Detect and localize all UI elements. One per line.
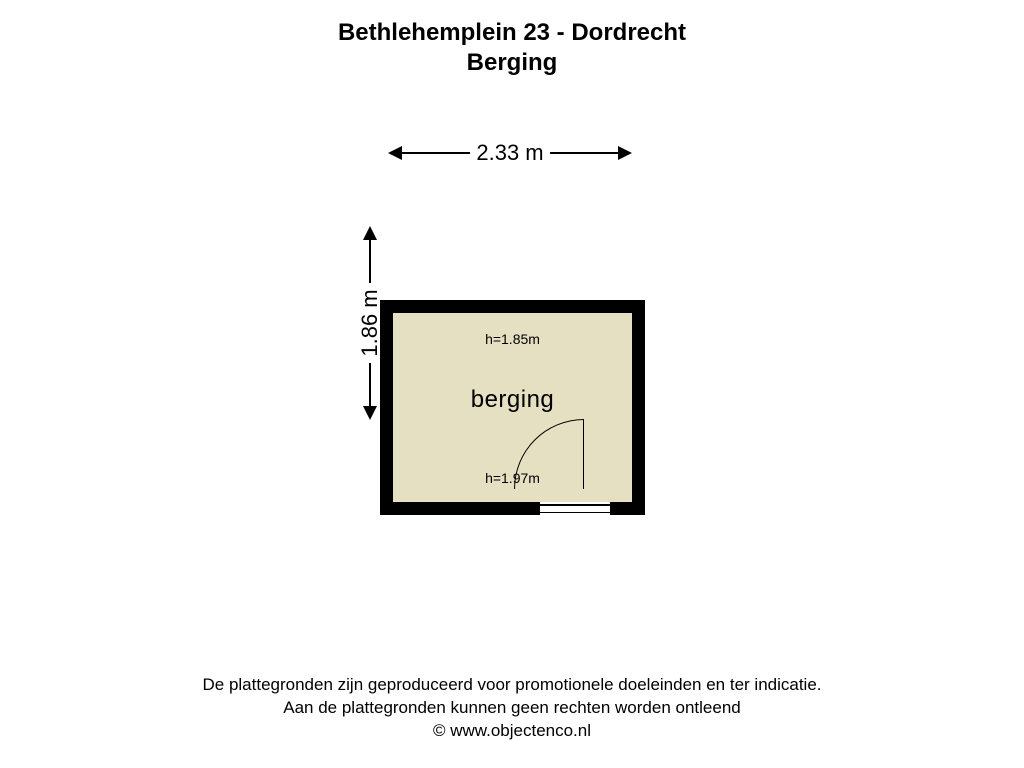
- ceiling-height-top: h=1.85m: [393, 331, 632, 347]
- dimension-width-label: 2.33 m: [476, 140, 543, 166]
- floorplan-room: h=1.85m berging h=1.97m: [380, 300, 645, 515]
- dimension-width: 2.33 m: [360, 140, 660, 166]
- room-name-label: berging: [393, 386, 632, 414]
- title-block: Bethlehemplein 23 - Dordrecht Berging: [0, 18, 1024, 78]
- title-line-2: Berging: [0, 48, 1024, 78]
- footer-disclaimer: De plattegronden zijn geproduceerd voor …: [0, 674, 1024, 743]
- title-line-1: Bethlehemplein 23 - Dordrecht: [0, 18, 1024, 48]
- door-swing-icon: [444, 349, 584, 489]
- door-opening: [540, 502, 610, 515]
- arrow-down-icon: [369, 363, 371, 418]
- footer-line-3: © www.objectenco.nl: [0, 720, 1024, 743]
- arrow-up-icon: [369, 228, 371, 283]
- footer-line-1: De plattegronden zijn geproduceerd voor …: [0, 674, 1024, 697]
- arrow-left-icon: [390, 152, 470, 154]
- ceiling-height-bottom: h=1.97m: [393, 470, 632, 486]
- footer-line-2: Aan de plattegronden kunnen geen rechten…: [0, 697, 1024, 720]
- arrow-right-icon: [550, 152, 630, 154]
- room-floor: h=1.85m berging h=1.97m: [393, 313, 632, 502]
